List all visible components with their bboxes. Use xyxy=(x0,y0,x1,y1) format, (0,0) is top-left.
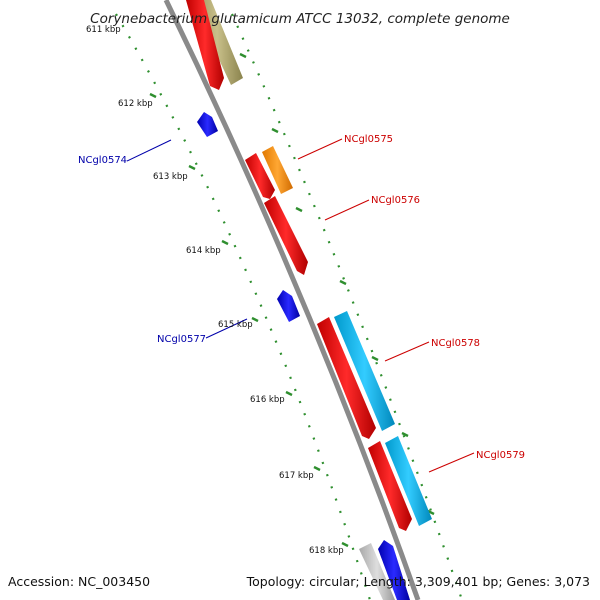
label-leaders xyxy=(126,138,475,473)
gene-label-ncgl0577[interactable]: NCgl0577 xyxy=(157,334,206,345)
inner-tick-track xyxy=(115,13,372,600)
reverse-cds-ncgl0577 xyxy=(277,290,300,322)
forward-cds-ncgl0578 xyxy=(317,317,376,439)
gene-label-ncgl0575[interactable]: NCgl0575 xyxy=(344,134,393,145)
reverse-cds-bottom xyxy=(378,540,410,600)
gene-labels: NCgl0574 NCgl0575 NCgl0576 NCgl0577 NCgl… xyxy=(78,134,525,461)
gene-label-ncgl0574[interactable]: NCgl0574 xyxy=(78,155,127,166)
genome-backbone xyxy=(163,0,421,600)
forward-cds-ncgl0576 xyxy=(264,196,308,275)
tick-label-613: 613 kbp xyxy=(153,172,188,182)
tick-labels: 611 kbp 612 kbp 613 kbp 614 kbp 615 kbp … xyxy=(86,25,344,556)
gene-label-ncgl0579[interactable]: NCgl0579 xyxy=(476,450,525,461)
cyan-feature-ncgl0579 xyxy=(385,436,432,526)
accession-text: Accession: NC_003450 xyxy=(8,574,150,589)
major-ticks xyxy=(149,52,435,548)
orange-feature-ncgl0575 xyxy=(262,146,293,194)
gene-label-ncgl0578[interactable]: NCgl0578 xyxy=(431,338,480,349)
outer-tick-track xyxy=(230,13,464,600)
reverse-cds-ncgl0574 xyxy=(197,112,218,137)
map-title: Corynebacterium glutamicum ATCC 13032, c… xyxy=(90,11,510,27)
tick-label-611: 611 kbp xyxy=(86,25,121,35)
forward-cds-ncgl0579 xyxy=(368,441,412,531)
forward-cds-top xyxy=(186,0,224,90)
forward-cds-ncgl0575a xyxy=(245,153,275,199)
tick-label-612: 612 kbp xyxy=(118,99,153,109)
features xyxy=(186,0,432,600)
genome-summary-text: Topology: circular; Length: 3,309,401 bp… xyxy=(246,574,590,589)
tick-label-617: 617 kbp xyxy=(279,471,314,481)
tick-label-615: 615 kbp xyxy=(218,320,253,330)
grey-feature-bottom xyxy=(359,543,395,600)
gene-label-ncgl0576[interactable]: NCgl0576 xyxy=(371,195,420,206)
tick-label-618: 618 kbp xyxy=(309,546,344,556)
cyan-feature-ncgl0578 xyxy=(334,311,395,431)
tick-label-616: 616 kbp xyxy=(250,395,285,405)
tick-label-614: 614 kbp xyxy=(186,246,221,256)
